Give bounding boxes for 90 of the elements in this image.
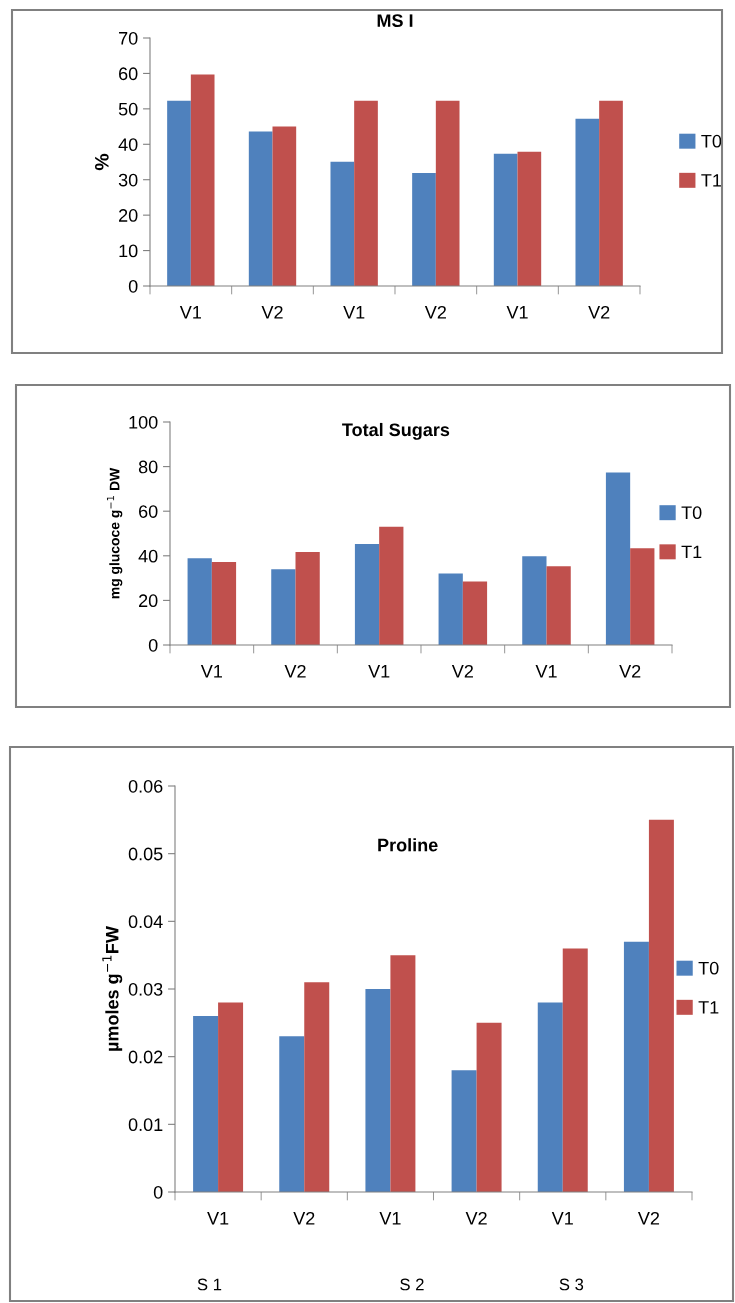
bar [379, 526, 404, 645]
text: S 1 [197, 1278, 222, 1291]
x-tick-label: V2 [293, 1211, 315, 1225]
y-axis-title: µmoles g$^{−1}$FW [102, 926, 123, 1051]
y-tick-label: 40 [138, 549, 158, 563]
bar [271, 569, 296, 645]
bar [522, 556, 547, 645]
x-tick-label: V1 [207, 1212, 229, 1225]
bar [354, 100, 378, 286]
bar [412, 172, 436, 286]
bar [648, 819, 674, 1192]
x-tick-label: V2 [588, 305, 610, 319]
x-tick-label: V1 [200, 665, 222, 678]
x-tick-label: V2 [451, 664, 473, 678]
bar [451, 1070, 477, 1192]
x-tick-label: V2 [465, 1211, 487, 1225]
bar [330, 161, 355, 286]
x-tick-label: V2 [284, 664, 306, 678]
y-tick-label: 80 [138, 460, 158, 474]
text: S 2 [400, 1278, 424, 1291]
x-tick-label: V2 [261, 305, 283, 319]
y-tick-label: 50 [118, 102, 138, 116]
bar [438, 573, 463, 645]
y-tick-label: 0 [153, 1185, 163, 1199]
text: Proline [378, 838, 438, 852]
text: S 3 [559, 1278, 584, 1291]
y-tick-label: 0 [128, 279, 138, 293]
bar [476, 1022, 502, 1192]
bar [390, 955, 416, 1192]
y-tick-label: 40 [118, 138, 138, 152]
bar [546, 566, 571, 645]
x-tick-label: V1 [379, 1212, 401, 1225]
bar [365, 989, 391, 1192]
x-tick-label: V1 [343, 306, 365, 319]
legend-label: T1 [701, 174, 722, 187]
bar [272, 126, 297, 286]
y-tick-label: 0.06 [128, 779, 163, 793]
y-tick-label: 0.01 [128, 1118, 163, 1132]
bar [623, 941, 649, 1192]
bar [354, 543, 380, 645]
bar [435, 100, 460, 286]
bar [599, 100, 623, 286]
bar [462, 581, 488, 645]
bar [190, 74, 215, 286]
legend-label: T0 [681, 506, 702, 520]
y-tick-label: 0.02 [128, 1050, 163, 1064]
x-tick-label: V1 [535, 665, 557, 678]
bar [248, 131, 273, 286]
bar [211, 562, 237, 645]
x-tick-label: V2 [424, 305, 446, 319]
bar [279, 1036, 305, 1192]
y-tick-label: 60 [139, 505, 158, 518]
y-tick-label: 100 [129, 415, 158, 429]
x-tick-label: V2 [619, 664, 641, 678]
x-tick-label: V1 [179, 306, 201, 319]
bar [575, 118, 600, 286]
x-tick-label: V1 [506, 306, 528, 319]
y-tick-label: 60 [119, 67, 138, 81]
bar [517, 151, 542, 286]
bar [562, 948, 588, 1192]
bar [295, 552, 320, 645]
y-tick-label: 10 [119, 244, 138, 258]
legend-label: T0 [701, 134, 722, 148]
bar [187, 558, 212, 645]
y-tick-label: 70 [119, 31, 138, 45]
bar [493, 153, 518, 286]
bar [304, 982, 330, 1192]
y-tick-label: 20 [119, 209, 138, 222]
y-tick-label: 0.05 [128, 847, 163, 861]
y-tick-label: 30 [118, 173, 138, 187]
bar [218, 1002, 244, 1192]
x-tick-label: V2 [637, 1211, 660, 1225]
chart-title: Total Sugars [342, 422, 450, 440]
bar [537, 1002, 563, 1192]
chart-title: MS I [377, 14, 413, 27]
y-axis-title: mg glucoce g$^{−1}$ DW [106, 467, 123, 599]
y-tick-label: 0.03 [128, 982, 163, 996]
bar [167, 100, 191, 286]
y-tick-label: 20 [139, 594, 158, 608]
legend-label: T1 [681, 545, 702, 559]
y-tick-label: 0 [148, 638, 158, 652]
bar [630, 548, 655, 645]
legend-label: T0 [698, 961, 719, 975]
legend-label: T1 [698, 1001, 719, 1014]
y-tick-label: 0.04 [128, 915, 163, 929]
x-tick-label: V1 [551, 1212, 573, 1225]
bar [193, 1016, 219, 1192]
y-axis-title: % [94, 153, 109, 171]
x-tick-label: V1 [368, 665, 390, 678]
bar [605, 472, 631, 645]
